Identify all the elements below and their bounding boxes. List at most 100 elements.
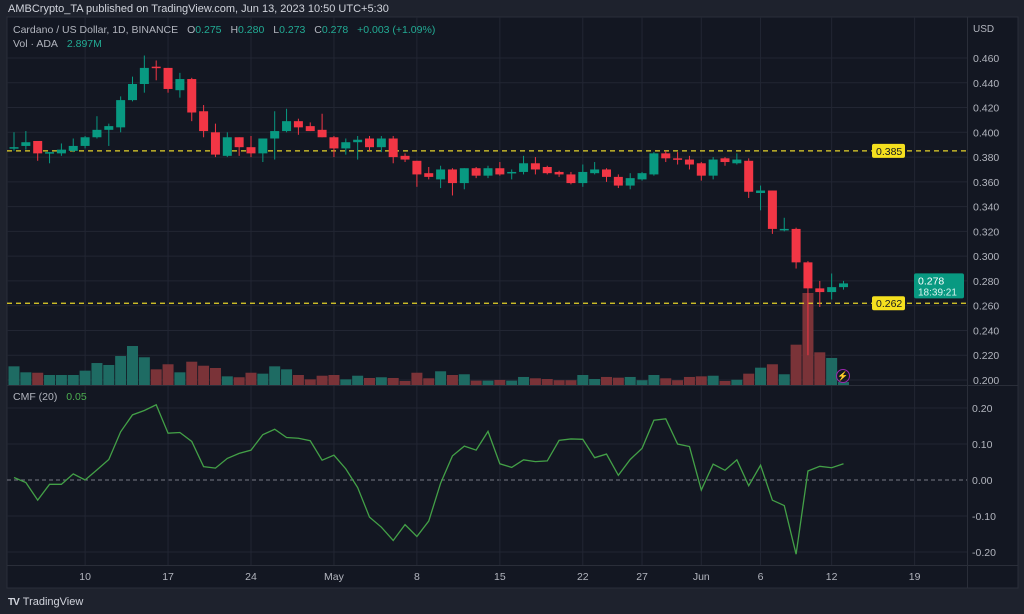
candle-down xyxy=(388,138,398,158)
volume-bar xyxy=(589,379,601,385)
volume-bar xyxy=(636,380,648,385)
cmf-tick-label: -0.10 xyxy=(972,511,996,523)
time-tick-label: 15 xyxy=(494,571,506,583)
last-price-label-bg xyxy=(914,273,964,299)
price-axis[interactable]: 0.460 0.440 0.420 0.400 0.380 0.360 0.340 0.320… xyxy=(972,53,999,559)
volume-bar xyxy=(790,344,802,385)
candle-up xyxy=(507,171,517,174)
volume-label[interactable]: Vol · ADA xyxy=(13,38,58,50)
volume-bar xyxy=(743,373,755,385)
candle-down xyxy=(187,79,197,113)
volume-bar xyxy=(660,378,672,385)
candle-down xyxy=(566,174,576,184)
volume-bar xyxy=(612,377,624,385)
time-tick-label: 6 xyxy=(758,571,764,583)
volume-bar xyxy=(719,380,731,385)
volume-bar xyxy=(482,380,494,385)
time-axis[interactable]: 10 17 24 May 8 15 22 27 Jun 6 12 19 xyxy=(79,571,920,583)
volume-bar xyxy=(529,378,541,385)
candle-down xyxy=(246,147,256,154)
volume-bar xyxy=(399,380,411,385)
volume-bar xyxy=(115,356,127,385)
volume-bar xyxy=(174,372,186,385)
volume-bar xyxy=(209,367,221,385)
volume-bar xyxy=(731,379,743,385)
close-value: 0.278 xyxy=(321,24,349,36)
candle-down xyxy=(803,262,813,289)
time-tick-label: Jun xyxy=(693,571,710,583)
chart-frame xyxy=(6,16,1019,589)
price-tick-label: 0.260 xyxy=(973,301,999,313)
volume-bar xyxy=(506,380,518,385)
candle-down xyxy=(696,163,706,176)
price-tick-label: 0.240 xyxy=(973,325,999,337)
cmf-tick-label: 0.10 xyxy=(972,439,993,451)
candle-down xyxy=(661,153,671,159)
volume-bar xyxy=(601,376,612,385)
cmf-label[interactable]: CMF (20) xyxy=(13,391,58,403)
candle-up xyxy=(222,137,232,156)
candle-down xyxy=(163,67,173,89)
volume-bar xyxy=(672,380,684,385)
volume-bar xyxy=(162,364,174,385)
candle-down xyxy=(234,137,244,148)
candle-up xyxy=(590,169,600,174)
volume-bar xyxy=(577,374,589,385)
volume-bar xyxy=(494,379,506,385)
price-tick-label: 0.380 xyxy=(973,152,999,164)
cmf-tick-label: 0.00 xyxy=(972,475,993,487)
time-tick-label: 19 xyxy=(909,571,921,583)
candle-up xyxy=(625,178,635,186)
bar-countdown-label: 18:39:21 xyxy=(918,287,957,298)
volume-bar xyxy=(245,372,257,385)
candle-down xyxy=(744,160,754,192)
volume-bar xyxy=(269,366,281,385)
tradingview-logo-icon: TV xyxy=(8,596,20,608)
currency-label[interactable]: USD xyxy=(973,24,995,35)
candle-down xyxy=(613,176,623,186)
time-tick-label: 12 xyxy=(826,571,838,583)
candle-down xyxy=(317,129,327,138)
cmf-pane xyxy=(13,403,844,555)
symbol-name[interactable]: Cardano / US Dollar, 1D, BINANCE xyxy=(13,24,179,36)
volume-bar xyxy=(44,374,56,385)
volume-bar xyxy=(103,364,115,385)
change-value: +0.003 (+1.09%) xyxy=(357,24,436,36)
candle-up xyxy=(341,142,351,149)
candle-up xyxy=(92,129,102,138)
lightning-icon[interactable]: ⚡ xyxy=(836,369,850,383)
volume-bar xyxy=(648,374,660,385)
candle-down xyxy=(424,173,434,177)
volume-bar xyxy=(423,378,435,385)
candle-up xyxy=(175,79,185,91)
volume-bar xyxy=(755,367,767,385)
volume-bar xyxy=(233,377,245,385)
candle-up xyxy=(9,147,19,149)
price-tick-label: 0.420 xyxy=(973,103,999,115)
brand-name: TradingView xyxy=(22,596,84,608)
volume-bar xyxy=(518,376,530,385)
level-price-label: 0.262 xyxy=(876,298,902,310)
time-tick-label: 22 xyxy=(577,571,589,583)
low-value: 0.273 xyxy=(279,24,306,36)
volume-bar xyxy=(565,380,577,385)
volume-bar xyxy=(340,379,352,385)
volume-bar xyxy=(766,364,778,385)
candle-up xyxy=(578,171,588,184)
low-label: L xyxy=(273,24,280,36)
volume-bar xyxy=(458,374,470,385)
volume-bar xyxy=(553,380,565,385)
candle-up xyxy=(649,153,659,175)
candle-down xyxy=(365,138,374,148)
candle-up xyxy=(80,137,90,146)
candle-down xyxy=(210,132,220,155)
volume-bar xyxy=(257,373,269,385)
horizontal-levels[interactable] xyxy=(7,150,967,304)
price-tick-label: 0.400 xyxy=(973,127,999,139)
candle-up xyxy=(459,168,469,184)
volume-bar xyxy=(541,379,553,385)
volume-bar xyxy=(281,369,293,385)
volume-value: 2.897M xyxy=(66,38,102,50)
volume-bar xyxy=(814,352,826,385)
